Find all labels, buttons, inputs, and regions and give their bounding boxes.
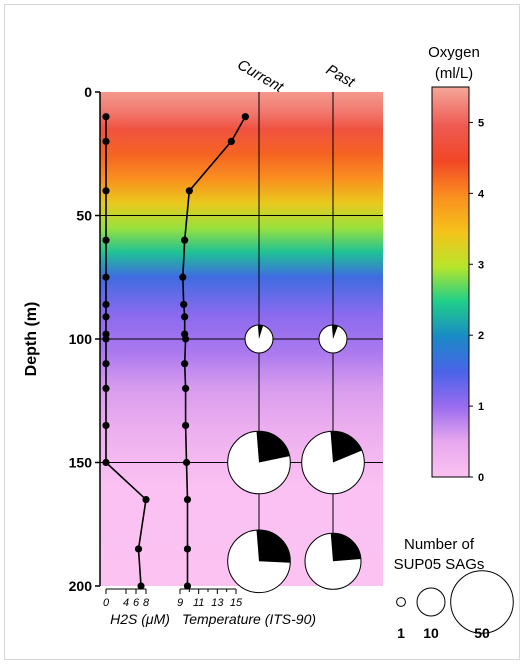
- temperature-tick-label-0: 9: [177, 597, 183, 609]
- h2s-point-10: [102, 384, 110, 392]
- depth-axis-label: Depth (m): [23, 302, 40, 377]
- h2s-point-6: [102, 313, 110, 321]
- sag-pies: [227, 324, 365, 594]
- size-legend-label-1: 10: [423, 625, 439, 641]
- temperature-point-12: [182, 458, 191, 467]
- size-legend: Number of SUP05 SAGs 1 10 50: [394, 536, 514, 641]
- sag-pie-5-slice: [330, 533, 361, 562]
- h2s-point-3: [102, 236, 110, 244]
- size-legend-label-0: 1: [397, 625, 405, 641]
- column-label-past: Past: [323, 61, 358, 91]
- h2s-point-5: [102, 300, 110, 309]
- oxygen-colorbar: Oxygen (ml/L) 0 1 2 3 4 5: [428, 44, 485, 484]
- colorbar-rect: [431, 86, 470, 478]
- colorbar-tick-label-4: 4: [478, 188, 485, 200]
- h2s-point-9: [102, 360, 110, 368]
- depth-axis: 0 50 100 150 200: [69, 84, 101, 594]
- depth-tick-label-4: 200: [69, 578, 93, 594]
- temperature-point-9: [181, 360, 189, 368]
- h2s-point-12: [102, 458, 110, 467]
- temperature-axis-label: Temperature (ITS-90): [182, 611, 316, 627]
- h2s-point-4: [102, 273, 110, 281]
- temperature-point-8: [182, 335, 190, 343]
- colorbar-tick-label-1: 1: [478, 401, 484, 413]
- h2s-point-14: [134, 545, 143, 553]
- h2s-point-15: [137, 582, 145, 590]
- temperature-tick-label-1: 11: [193, 597, 204, 609]
- colorbar-tick-label-0: 0: [478, 472, 484, 484]
- temperature-axis: 9 11 13 15: [177, 588, 243, 609]
- h2s-axis-label: H2S (μM): [110, 611, 170, 627]
- column-labels: Current Past: [234, 56, 358, 96]
- depth-tick-label-3: 150: [69, 455, 93, 471]
- h2s-point-11: [102, 421, 110, 430]
- depth-tick-label-0: 0: [84, 84, 92, 100]
- h2s-tick-label-0: 0: [103, 597, 110, 609]
- temperature-point-1: [227, 137, 235, 145]
- colorbar-tick-label-3: 3: [478, 259, 484, 271]
- h2s-tick-label-1: 4: [123, 597, 129, 609]
- size-legend-circle-0: [396, 597, 406, 607]
- depth-tick-label-2: 100: [69, 331, 93, 347]
- temperature-point-3: [181, 236, 189, 244]
- temperature-point-14: [183, 545, 192, 553]
- sag-pie-1-slice: [331, 324, 338, 339]
- sag-pie-4-slice: [256, 530, 291, 563]
- temperature-tick-label-2: 13: [211, 597, 224, 609]
- temperature-point-2: [185, 187, 193, 195]
- size-legend-label-2: 50: [474, 625, 490, 641]
- size-legend-circle-1: [416, 587, 446, 617]
- temperature-point-10: [182, 384, 190, 392]
- colorbar-tick-label-2: 2: [478, 330, 484, 342]
- temperature-point-0: [241, 113, 249, 121]
- sag-pie-0-slice: [257, 324, 264, 339]
- size-legend-circle-2: [450, 570, 514, 634]
- colorbar-tick-label-5: 5: [478, 117, 484, 129]
- temperature-point-13: [183, 495, 192, 504]
- depth-tick-label-1: 50: [76, 208, 92, 224]
- colorbar-unit: (ml/L): [435, 65, 473, 82]
- h2s-point-2: [102, 187, 110, 195]
- size-legend-title-line2: SUP05 SAGs: [394, 556, 485, 573]
- temperature-point-15: [183, 582, 192, 590]
- h2s-series: [102, 113, 150, 590]
- temperature-point-11: [182, 421, 190, 430]
- temperature-point-4: [179, 273, 187, 281]
- temperature-series: [179, 113, 249, 590]
- temperature-point-5: [180, 300, 188, 309]
- sag-pie-2-slice: [256, 431, 290, 463]
- size-legend-title-line1: Number of: [404, 536, 475, 553]
- h2s-tick-label-3: 8: [143, 597, 150, 609]
- colorbar-title: Oxygen: [428, 44, 480, 61]
- h2s-point-13: [142, 495, 150, 504]
- temperature-tick-label-3: 15: [230, 597, 243, 609]
- h2s-point-8: [102, 335, 110, 343]
- colorbar-ticks: 0 1 2 3 4 5: [469, 117, 485, 484]
- size-legend-circles: 1 10 50: [396, 570, 514, 641]
- h2s-point-0: [102, 113, 110, 121]
- h2s-point-7: [102, 330, 110, 338]
- temperature-point-6: [181, 313, 189, 321]
- sag-pie-3-slice: [330, 431, 362, 463]
- h2s-point-1: [102, 137, 110, 145]
- column-label-current: Current: [234, 56, 287, 96]
- h2s-tick-label-2: 6: [133, 597, 140, 609]
